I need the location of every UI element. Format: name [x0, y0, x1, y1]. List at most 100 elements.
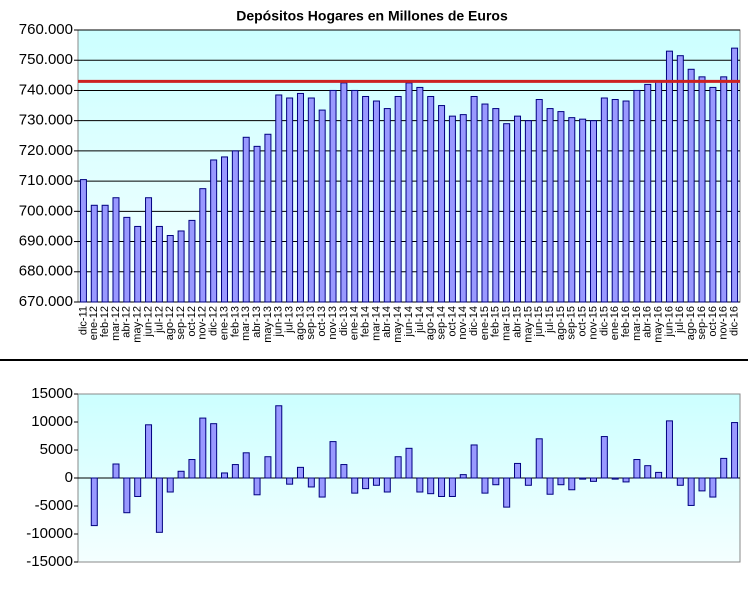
- bar: [698, 76, 706, 303]
- bar: [275, 94, 283, 303]
- x-tick-label: mar-16: [631, 306, 643, 341]
- bar: [318, 109, 326, 303]
- x-tick-label: oct-14: [446, 306, 458, 337]
- x-tick-label: nov-15: [587, 306, 599, 340]
- y-tick-label: 720.000: [19, 142, 73, 159]
- bar: [427, 477, 435, 495]
- bar: [221, 156, 229, 303]
- x-tick-label: dic-11: [77, 306, 89, 335]
- bar: [557, 477, 565, 486]
- bar: [145, 424, 153, 479]
- x-tick-label: jul-14: [414, 306, 426, 334]
- x-tick-label: mar-15: [501, 306, 513, 341]
- bar: [448, 115, 456, 303]
- y-tick-label: 710.000: [19, 172, 73, 189]
- bar: [177, 230, 185, 303]
- x-tick-label: sep-14: [435, 306, 447, 340]
- x-tick-label: jun-12: [142, 306, 154, 338]
- x-tick-label: nov-13: [327, 306, 339, 340]
- bar: [665, 420, 673, 479]
- bar: [286, 97, 294, 303]
- x-tick-label: abr-13: [251, 306, 263, 338]
- bar: [188, 459, 196, 479]
- bar: [503, 123, 511, 303]
- x-tick-label: jun-13: [273, 306, 285, 338]
- bar: [351, 477, 359, 494]
- bar: [492, 108, 500, 303]
- x-tick-label: dic-15: [598, 306, 610, 336]
- x-tick-label: jun-14: [403, 306, 415, 338]
- bar: [622, 477, 630, 483]
- y-tick-label: -15000: [26, 553, 73, 570]
- bar: [611, 477, 619, 480]
- bar: [177, 470, 185, 479]
- bar: [231, 150, 239, 303]
- bar: [264, 133, 272, 303]
- x-tick-label: ene-16: [609, 306, 621, 340]
- x-tick-label: feb-12: [99, 306, 111, 337]
- bar: [210, 423, 218, 479]
- x-tick-label: oct-13: [316, 306, 328, 337]
- bar: [318, 477, 326, 498]
- bar: [731, 422, 739, 479]
- bar: [264, 456, 272, 479]
- bar: [535, 438, 543, 479]
- x-tick-label: sep-16: [696, 306, 708, 340]
- bar: [665, 50, 673, 303]
- x-tick-label: feb-16: [620, 306, 632, 337]
- bar: [589, 477, 597, 482]
- bar: [655, 471, 663, 479]
- bar: [589, 120, 597, 303]
- x-tick-label: nov-12: [197, 306, 209, 340]
- bar: [568, 477, 576, 491]
- bar: [296, 466, 304, 479]
- x-tick-label: abr-16: [642, 306, 654, 338]
- bar: [470, 95, 478, 303]
- y-tick-label: 750.000: [19, 51, 73, 68]
- bar: [123, 216, 131, 303]
- bar: [633, 459, 641, 479]
- x-tick-label: feb-14: [359, 306, 371, 337]
- bar: [535, 99, 543, 303]
- bar: [481, 103, 489, 303]
- bar: [210, 159, 218, 303]
- bar: [199, 417, 207, 479]
- x-tick-label: oct-16: [707, 306, 719, 337]
- y-tick-label: 690.000: [19, 233, 73, 250]
- y-tick-label: 730.000: [19, 112, 73, 129]
- bar: [503, 477, 511, 508]
- x-tick-label: jul-15: [544, 306, 556, 334]
- bar: [687, 68, 695, 303]
- bar: [405, 82, 413, 303]
- bar: [459, 474, 467, 479]
- x-tick-label: ago-12: [164, 306, 176, 340]
- bar: [90, 477, 98, 527]
- bar: [416, 477, 424, 493]
- bar: [655, 80, 663, 303]
- y-tick-label: 700.000: [19, 202, 73, 219]
- x-tick-label: may-16: [653, 306, 665, 343]
- bar: [676, 55, 684, 303]
- bar: [383, 108, 391, 303]
- bar: [524, 120, 532, 303]
- x-tick-label: may-12: [132, 306, 144, 343]
- y-tick-label: 670.000: [19, 293, 73, 310]
- x-tick-label: ago-14: [425, 306, 437, 340]
- bar: [731, 47, 739, 303]
- x-tick-label: dic-14: [468, 306, 480, 336]
- y-tick-label: 15000: [31, 385, 73, 402]
- bar: [427, 95, 435, 303]
- bar: [242, 136, 250, 303]
- bar: [579, 477, 587, 480]
- bar: [231, 464, 239, 479]
- bar: [123, 477, 131, 514]
- bar: [470, 444, 478, 479]
- bar: [546, 477, 554, 495]
- bar: [79, 179, 87, 303]
- x-tick-label: jul-13: [284, 306, 296, 334]
- x-tick-label: jun-16: [663, 306, 675, 338]
- bar: [329, 89, 337, 303]
- bar: [166, 235, 174, 303]
